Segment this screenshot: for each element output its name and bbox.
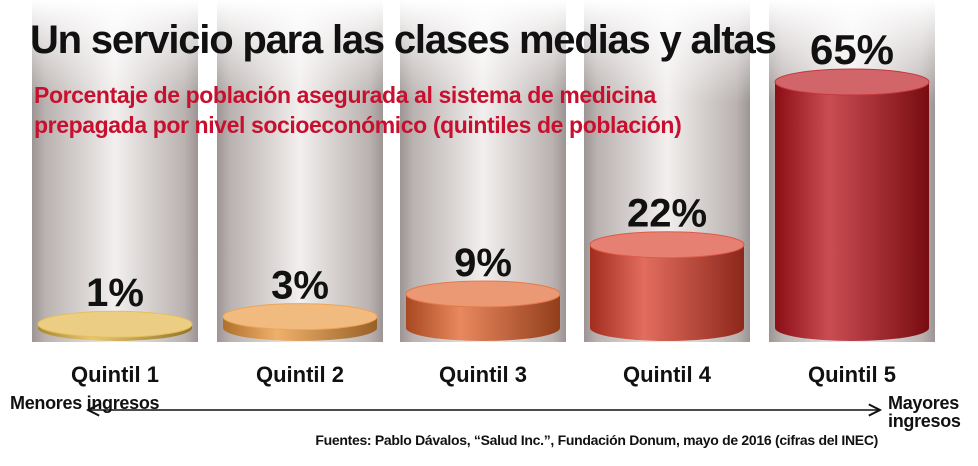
bar-top: [405, 280, 561, 308]
chart-subtitle: Porcentaje de población asegurada al sis…: [34, 82, 682, 138]
value-label: 65%: [810, 26, 894, 73]
bars-layer: [37, 68, 930, 341]
bar-top: [774, 68, 930, 96]
category-label: Quintil 4: [623, 362, 712, 387]
value-label: 9%: [454, 241, 512, 285]
value-label: 22%: [627, 192, 707, 236]
value-label: 3%: [271, 264, 329, 308]
higher-income-label: Mayores ingresos: [888, 393, 961, 431]
category-label: Quintil 1: [71, 362, 159, 387]
value-label: 1%: [86, 271, 144, 315]
category-label: Quintil 5: [808, 362, 896, 387]
lower-income-label: Menores ingresos: [10, 393, 160, 413]
bar-top: [222, 303, 378, 331]
bar-body: [590, 244, 744, 341]
category-label: Quintil 2: [256, 362, 344, 387]
chart-title: Un servicio para las clases medias y alt…: [30, 18, 777, 62]
bar-body: [775, 82, 929, 341]
bar-top: [37, 310, 193, 338]
labels-layer: 1% Quintil 1 3% Quintil 2 9% Quintil 3 22% Quin…: [71, 26, 896, 387]
category-label: Quintil 3: [439, 362, 527, 387]
bar-top: [589, 231, 745, 259]
source-note: Fuentes: Pablo Dávalos, “Salud Inc.”, Fu…: [315, 432, 878, 448]
